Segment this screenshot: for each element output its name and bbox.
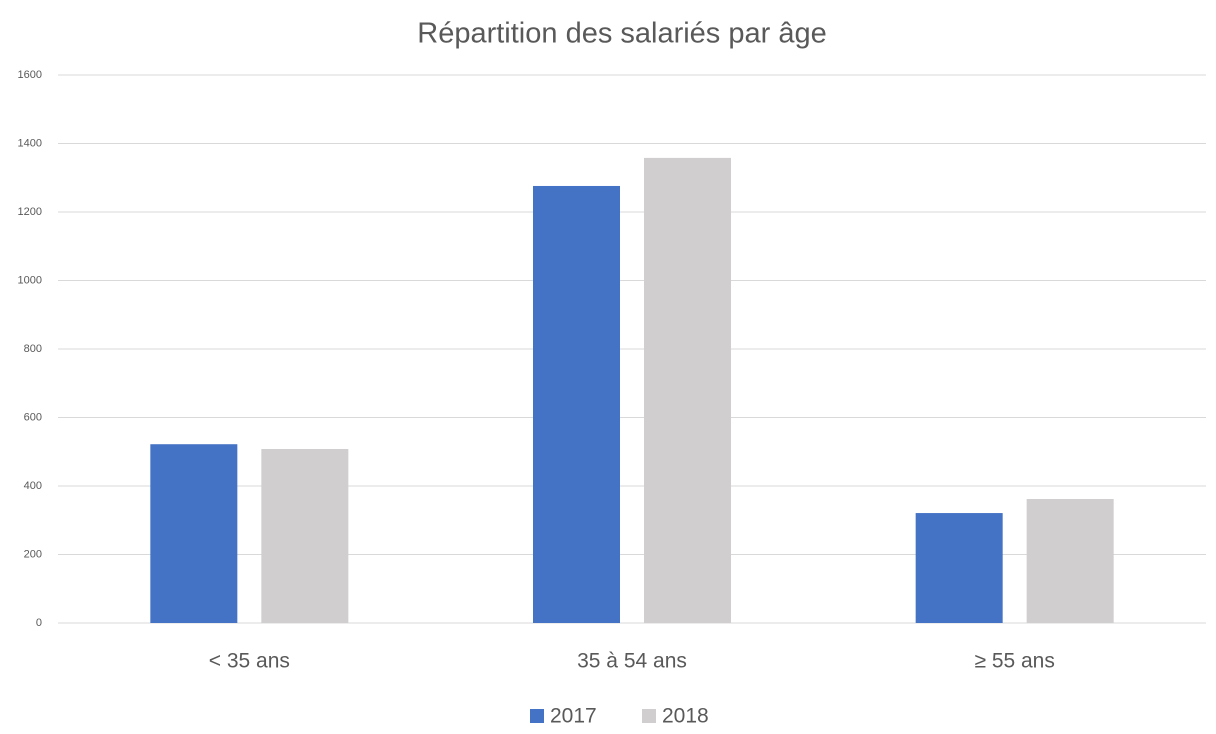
legend-swatch [642,709,656,723]
bar [533,185,620,623]
x-tick-label: ≥ 55 ans [974,650,1054,673]
y-tick-label: 600 [24,411,42,423]
y-tick-label: 1200 [18,206,42,218]
y-tick-label: 200 [24,548,42,560]
chart-title: Répartition des salariés par âge [417,18,826,50]
y-tick-label: 1400 [18,137,42,149]
bar [1026,499,1114,623]
legend-label: 2018 [662,705,709,728]
legend-swatch [530,709,544,723]
y-tick-label: 1600 [18,69,42,81]
bar [261,449,349,623]
y-tick-label: 400 [24,480,42,492]
legend-label: 2017 [550,705,597,728]
y-tick-label: 0 [36,617,42,629]
x-tick-label: < 35 ans [209,650,290,673]
bar [644,157,731,623]
bar [150,444,238,623]
x-tick-label: 35 à 54 ans [577,650,687,673]
y-tick-label: 1000 [18,274,42,286]
y-tick-label: 800 [24,343,42,355]
bar [915,513,1003,623]
